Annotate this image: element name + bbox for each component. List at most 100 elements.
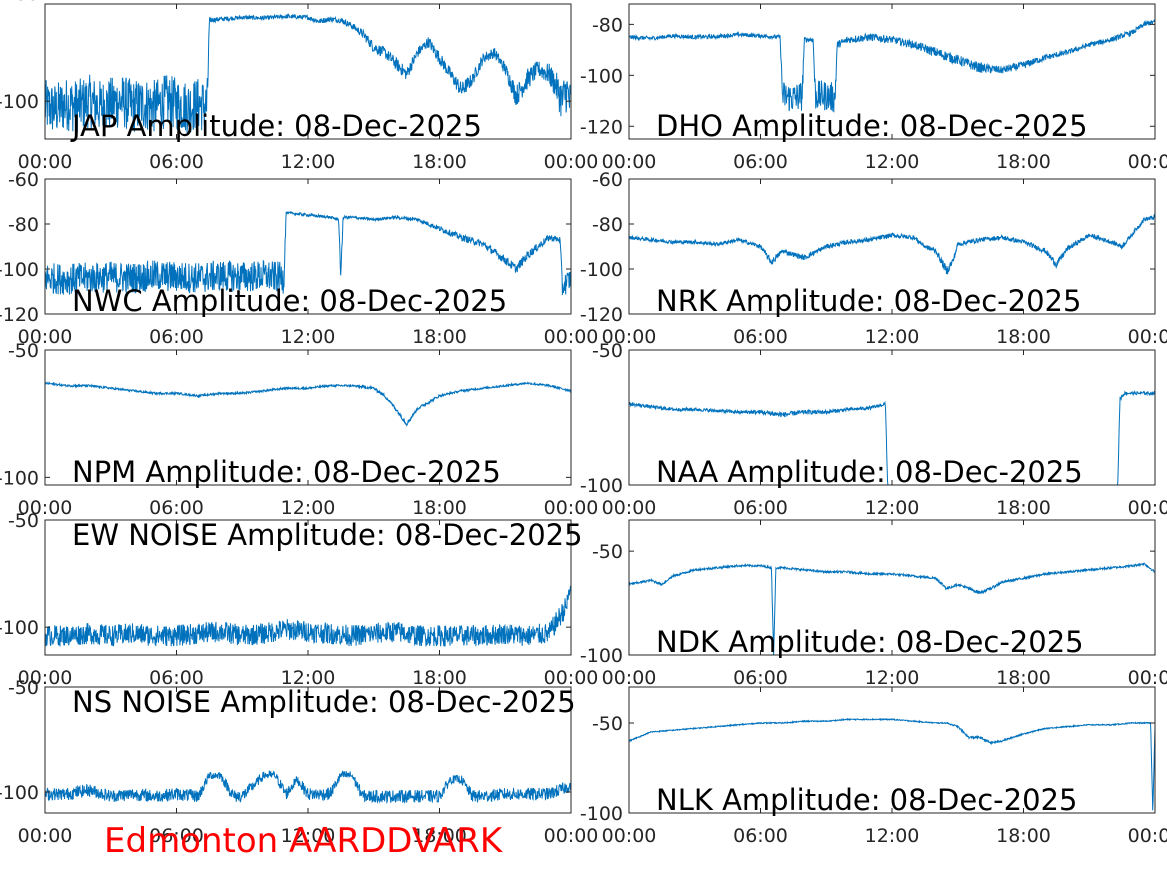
series-line xyxy=(45,585,571,648)
x-tick-label: 18:00 xyxy=(412,825,467,847)
y-tick-label: -100 xyxy=(580,645,623,667)
series-line xyxy=(629,390,1155,485)
chart-panel-2: 00:00 06:00 12:00 18:00 00:00 -80 -100 -120 DHO … xyxy=(580,3,1167,173)
x-tick-label: 06:00 xyxy=(733,667,788,689)
chart-panel-4: 00:00 06:00 12:00 18:00 00:00 -60 -80 -100 -120 N… xyxy=(580,169,1167,348)
x-tick-label: 06:00 xyxy=(149,326,204,348)
chart-title: NLK Amplitude: 08-Dec-2025 xyxy=(656,783,1077,817)
y-tick-label: -50 xyxy=(8,510,39,532)
x-tick-label: 00:00 xyxy=(602,667,657,689)
chart-title: NAA Amplitude: 08-Dec-2025 xyxy=(656,455,1083,489)
x-tick-label: 00:00 xyxy=(18,326,73,348)
series-line xyxy=(45,380,571,428)
x-tick-label: 18:00 xyxy=(996,667,1051,689)
series-line xyxy=(629,213,1155,275)
x-tick-label: 00:00 xyxy=(544,825,599,847)
series-line xyxy=(629,562,1155,655)
x-tick-label: 18:00 xyxy=(996,151,1051,173)
x-tick-label: 12:00 xyxy=(865,497,920,519)
x-tick-label: 00:00 xyxy=(18,151,73,173)
x-tick-label: 18:00 xyxy=(996,326,1051,348)
x-tick-label: 06:00 xyxy=(733,151,788,173)
x-tick-label: 12:00 xyxy=(281,326,336,348)
y-tick-label: -60 xyxy=(592,169,623,191)
y-tick-label: -50 xyxy=(592,541,623,563)
chart-title: NDK Amplitude: 08-Dec-2025 xyxy=(656,625,1084,659)
chart-panel-8: 00:00 06:00 12:00 18:00 00:00 -50 -100 NDK Ampl… xyxy=(580,519,1167,689)
x-tick-label: 06:00 xyxy=(149,497,204,519)
x-tick-label: 06:00 xyxy=(733,825,788,847)
x-tick-label: 06:00 xyxy=(149,825,204,847)
y-tick-label: -120 xyxy=(0,304,39,326)
y-tick-label: -80 xyxy=(592,214,623,236)
y-tick-label: -100 xyxy=(0,467,39,489)
x-tick-label: 00:00 xyxy=(1128,151,1167,173)
series-line xyxy=(629,19,1155,113)
panels-group: 00:00 06:00 12:00 18:00 00:00 -80 -100 JAP Ampl… xyxy=(0,0,1167,847)
x-tick-label: 00:00 xyxy=(544,151,599,173)
x-tick-label: 00:00 xyxy=(544,326,599,348)
y-tick-label: -80 xyxy=(8,0,39,5)
chart-title: NRK Amplitude: 08-Dec-2025 xyxy=(656,284,1081,318)
x-tick-label: 06:00 xyxy=(149,151,204,173)
chart-title: NS NOISE Amplitude: 08-Dec-2025 xyxy=(72,685,576,719)
y-tick-label: -100 xyxy=(580,803,623,825)
y-tick-label: -50 xyxy=(592,713,623,735)
y-tick-label: -100 xyxy=(580,259,623,281)
y-tick-label: -120 xyxy=(580,304,623,326)
x-tick-label: 18:00 xyxy=(412,667,467,689)
x-tick-label: 12:00 xyxy=(865,326,920,348)
x-tick-label: 06:00 xyxy=(733,326,788,348)
x-tick-label: 12:00 xyxy=(281,151,336,173)
series-line xyxy=(45,13,571,133)
x-tick-label: 00:00 xyxy=(1128,497,1167,519)
chart-panel-5: 00:00 06:00 12:00 18:00 00:00 -50 -100 NPM Ampl… xyxy=(0,340,598,519)
y-tick-label: -100 xyxy=(580,65,623,87)
x-tick-label: 00:00 xyxy=(544,497,599,519)
series-line xyxy=(45,210,571,296)
x-tick-label: 12:00 xyxy=(281,825,336,847)
chart-title: NPM Amplitude: 08-Dec-2025 xyxy=(72,455,501,489)
x-tick-label: 12:00 xyxy=(865,667,920,689)
y-tick-label: -100 xyxy=(0,91,39,113)
chart-panel-3: 00:00 06:00 12:00 18:00 00:00 -60 -80 -100 -120 N… xyxy=(0,169,598,348)
x-tick-label: 12:00 xyxy=(865,825,920,847)
chart-title: DHO Amplitude: 08-Dec-2025 xyxy=(656,109,1088,143)
y-tick-label: -100 xyxy=(0,782,39,804)
station-footer-label: Edmonton AARDDVARK xyxy=(104,821,504,861)
x-tick-label: 18:00 xyxy=(412,151,467,173)
chart-panel-9: 00:00 06:00 12:00 18:00 00:00 -50 -100 NS NOISE… xyxy=(0,677,598,847)
x-tick-label: 18:00 xyxy=(996,825,1051,847)
x-tick-label: 12:00 xyxy=(281,667,336,689)
x-tick-label: 00:00 xyxy=(18,825,73,847)
y-tick-label: -50 xyxy=(592,340,623,362)
y-tick-label: -60 xyxy=(8,169,39,191)
x-tick-label: 00:00 xyxy=(602,825,657,847)
x-tick-label: 00:00 xyxy=(602,326,657,348)
chart-title: EW NOISE Amplitude: 08-Dec-2025 xyxy=(72,518,583,552)
x-tick-label: 12:00 xyxy=(281,497,336,519)
y-tick-label: -120 xyxy=(580,116,623,138)
x-tick-label: 06:00 xyxy=(149,667,204,689)
x-tick-label: 00:00 xyxy=(602,497,657,519)
y-tick-label: -50 xyxy=(8,340,39,362)
y-tick-label: -50 xyxy=(8,677,39,699)
chart-panel-6: 00:00 06:00 12:00 18:00 00:00 -50 -100 NAA Ampl… xyxy=(580,340,1167,519)
x-tick-label: 00:00 xyxy=(1128,326,1167,348)
x-tick-label: 06:00 xyxy=(733,497,788,519)
y-tick-label: -100 xyxy=(580,475,623,497)
series-line xyxy=(45,769,571,805)
series-line xyxy=(629,717,1155,811)
x-tick-label: 00:00 xyxy=(18,667,73,689)
chart-title: JAP Amplitude: 08-Dec-2025 xyxy=(70,109,482,143)
x-tick-label: 00:00 xyxy=(18,497,73,519)
chart-panel-10: 00:00 06:00 12:00 18:00 00:00 -50 -100 NLK Ampl… xyxy=(580,686,1167,847)
x-tick-label: 18:00 xyxy=(996,497,1051,519)
chart-panel-1: 00:00 06:00 12:00 18:00 00:00 -80 -100 JAP Ampl… xyxy=(0,0,598,173)
x-tick-label: 00:00 xyxy=(1128,825,1167,847)
y-tick-label: -80 xyxy=(8,214,39,236)
x-tick-label: 18:00 xyxy=(412,497,467,519)
chart-title: NWC Amplitude: 08-Dec-2025 xyxy=(72,284,507,318)
x-tick-label: 00:00 xyxy=(544,667,599,689)
